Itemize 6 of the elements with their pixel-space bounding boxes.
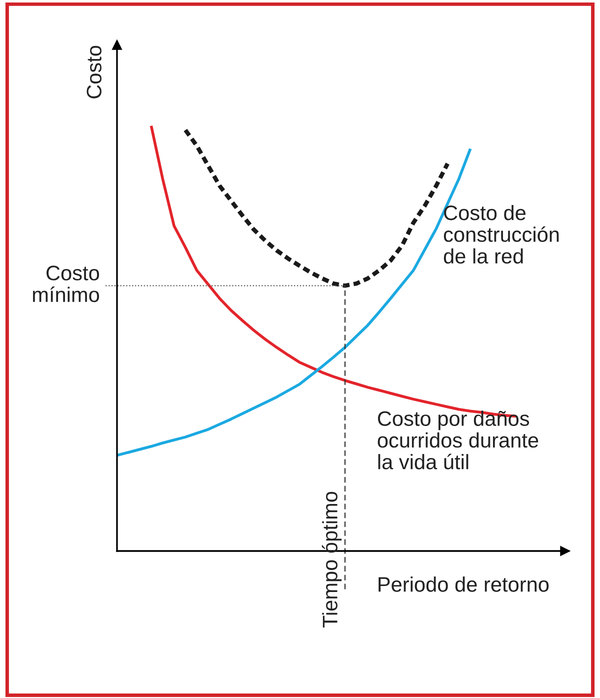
annotation: Tiempo óptimo	[322, 492, 342, 628]
series-label: Costo por daños ocurridos durante la vida útil	[378, 410, 538, 470]
ref-line-label: Costo mínimo	[32, 266, 100, 302]
y-axis-title: Costo	[86, 46, 102, 98]
x-axis-title: Periodo de retorno	[378, 576, 549, 592]
series-label: Costo de construcción de la red	[444, 204, 559, 264]
